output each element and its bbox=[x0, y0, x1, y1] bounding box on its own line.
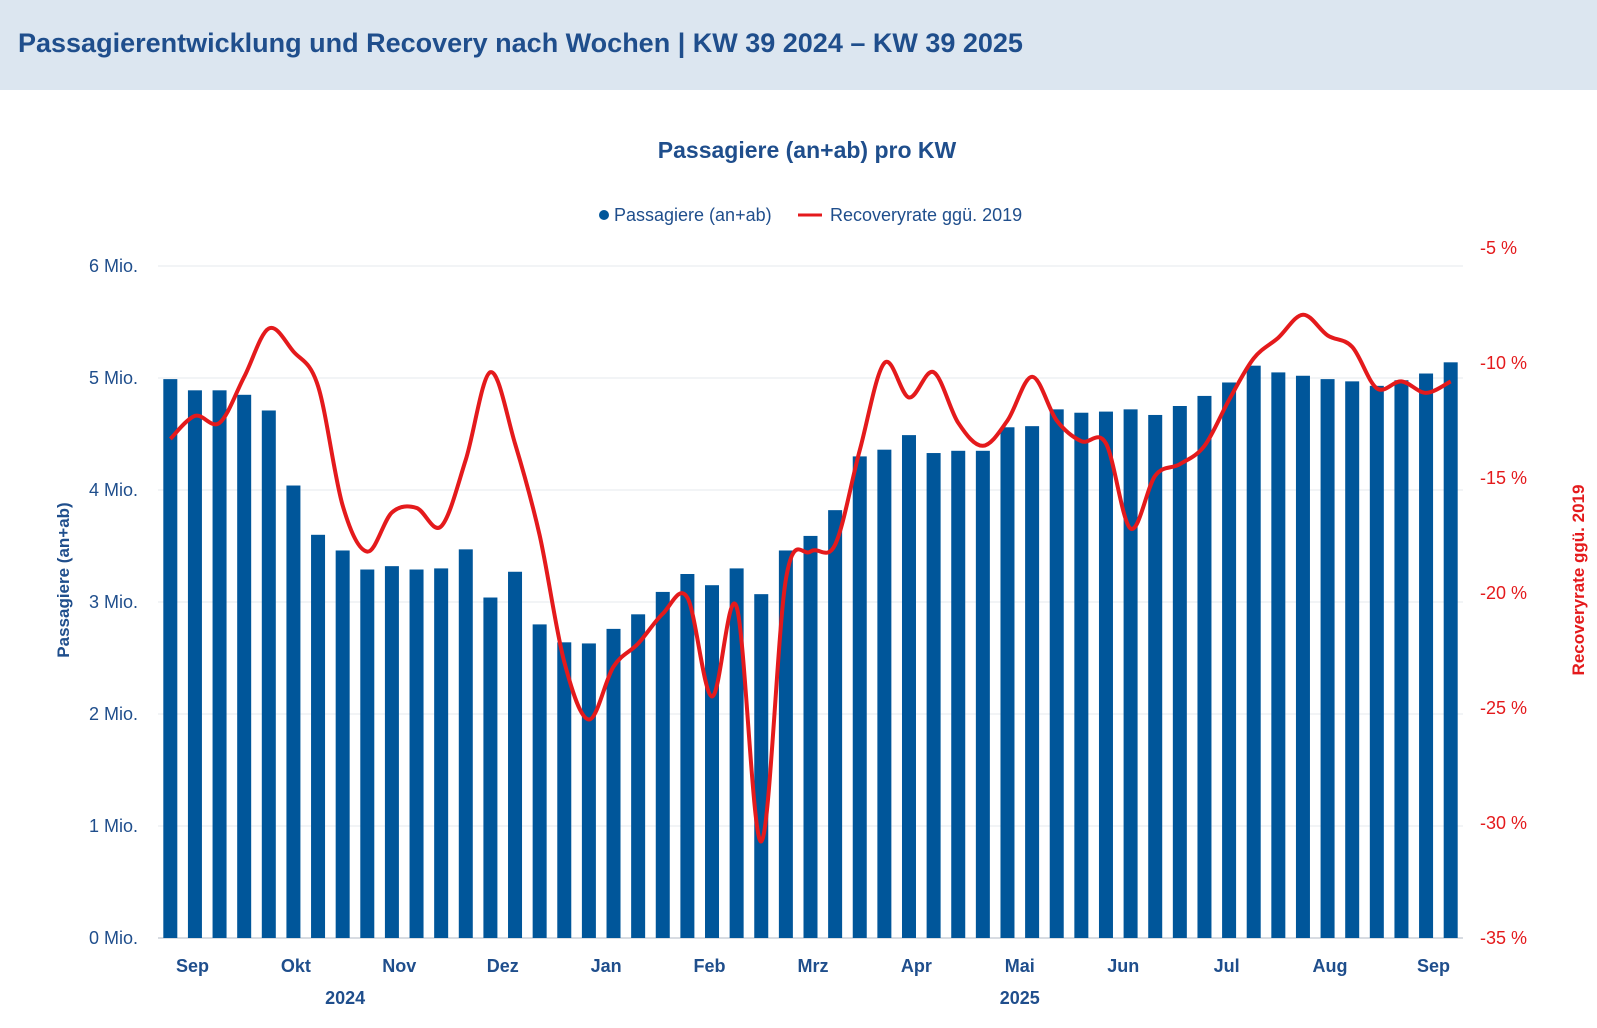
y2-tick-label: -30 % bbox=[1480, 813, 1527, 833]
bar bbox=[729, 568, 744, 938]
x-month-label: Jul bbox=[1214, 956, 1240, 976]
x-month-label: Jun bbox=[1107, 956, 1139, 976]
legend-bar-label: Passagiere (an+ab) bbox=[614, 205, 772, 225]
x-month-label: Dez bbox=[487, 956, 519, 976]
y2-tick-label: -20 % bbox=[1480, 583, 1527, 603]
bar bbox=[434, 568, 449, 938]
bar bbox=[1148, 414, 1163, 939]
x-month-label: Mai bbox=[1005, 956, 1035, 976]
bar bbox=[1197, 395, 1212, 938]
bar bbox=[261, 410, 276, 939]
bar bbox=[286, 485, 301, 938]
bar bbox=[384, 566, 399, 938]
bar-series bbox=[163, 362, 1458, 939]
y2-tick-label: -35 % bbox=[1480, 928, 1527, 948]
y2-tick-label: -25 % bbox=[1480, 698, 1527, 718]
y-tick-label: 3 Mio. bbox=[89, 592, 138, 612]
x-year-label: 2024 bbox=[325, 988, 365, 1008]
bar bbox=[360, 569, 375, 938]
recovery-line bbox=[168, 312, 1452, 844]
bar bbox=[951, 450, 966, 938]
bar bbox=[852, 456, 867, 938]
y2-tick-label: -15 % bbox=[1480, 468, 1527, 488]
y-tick-label: 1 Mio. bbox=[89, 816, 138, 836]
bar bbox=[1172, 406, 1187, 938]
bar bbox=[1394, 380, 1409, 938]
bar bbox=[778, 550, 793, 938]
bar bbox=[1295, 375, 1310, 938]
chart-title: Passagiere (an+ab) pro KW bbox=[658, 137, 957, 163]
bar bbox=[975, 450, 990, 938]
x-month-label: Mrz bbox=[797, 956, 828, 976]
bar bbox=[237, 394, 252, 938]
line-series bbox=[168, 312, 1452, 844]
bar bbox=[409, 569, 424, 938]
bar bbox=[1098, 411, 1113, 939]
legend-line-label: Recoveryrate ggü. 2019 bbox=[830, 205, 1022, 225]
bar bbox=[508, 571, 523, 938]
header-banner: Passagierentwicklung und Recovery nach W… bbox=[0, 0, 1597, 90]
y2-axis-title: Recoveryrate ggü. 2019 bbox=[1569, 485, 1588, 676]
legend-bar-marker bbox=[599, 210, 609, 220]
x-year-label: 2025 bbox=[1000, 988, 1040, 1008]
bar bbox=[1369, 385, 1384, 939]
bar bbox=[1025, 426, 1040, 938]
bar bbox=[311, 534, 326, 938]
x-month-label: Sep bbox=[1417, 956, 1450, 976]
x-month-label: Okt bbox=[281, 956, 311, 976]
bar bbox=[631, 614, 646, 938]
bar bbox=[1222, 382, 1237, 939]
bar bbox=[163, 379, 178, 938]
bar bbox=[803, 535, 818, 938]
bar bbox=[458, 549, 473, 938]
bar bbox=[754, 594, 769, 938]
y2-tick-label: -10 % bbox=[1480, 353, 1527, 373]
x-month-label: Feb bbox=[694, 956, 726, 976]
y-tick-label: 6 Mio. bbox=[89, 256, 138, 276]
bar bbox=[1000, 427, 1015, 938]
x-month-label: Sep bbox=[176, 956, 209, 976]
y2-tick-label: -5 % bbox=[1480, 238, 1517, 258]
x-month-label: Jan bbox=[591, 956, 622, 976]
bar bbox=[926, 453, 941, 938]
bar bbox=[606, 628, 621, 938]
bar bbox=[1443, 362, 1458, 938]
bar bbox=[1246, 365, 1261, 938]
bar bbox=[483, 597, 498, 938]
passenger-recovery-chart: 0 Mio. 1 Mio. 2 Mio. 3 Mio. 4 Mio. 5 Mio. 6 Mi… bbox=[54, 137, 1588, 1008]
bar bbox=[877, 449, 892, 938]
bar bbox=[557, 642, 572, 938]
bar bbox=[1123, 409, 1138, 938]
y-axis-title: Passagiere (an+ab) bbox=[54, 502, 73, 657]
x-month-label: Aug bbox=[1313, 956, 1348, 976]
bar bbox=[1345, 381, 1360, 938]
y-tick-label: 4 Mio. bbox=[89, 480, 138, 500]
x-month-label: Nov bbox=[382, 956, 416, 976]
bar bbox=[828, 510, 843, 938]
bar bbox=[1419, 373, 1434, 938]
legend: Passagiere (an+ab) Recoveryrate ggü. 201… bbox=[599, 205, 1022, 225]
bar bbox=[532, 624, 547, 938]
bar bbox=[705, 585, 720, 938]
bar bbox=[1074, 412, 1089, 939]
bar bbox=[1320, 379, 1335, 938]
axes: 0 Mio. 1 Mio. 2 Mio. 3 Mio. 4 Mio. 5 Mio. 6 Mi… bbox=[89, 238, 1527, 1008]
y-tick-label: 2 Mio. bbox=[89, 704, 138, 724]
bar bbox=[187, 390, 202, 938]
page-title: Passagierentwicklung und Recovery nach W… bbox=[18, 28, 1023, 58]
y-tick-label: 5 Mio. bbox=[89, 368, 138, 388]
bar bbox=[655, 591, 670, 938]
bar bbox=[212, 390, 227, 938]
x-month-label: Apr bbox=[901, 956, 932, 976]
y-tick-label: 0 Mio. bbox=[89, 928, 138, 948]
bar bbox=[1271, 372, 1286, 938]
bar bbox=[335, 550, 350, 938]
bar bbox=[680, 574, 695, 938]
bar bbox=[581, 643, 596, 938]
bar bbox=[901, 435, 916, 938]
bar bbox=[1049, 409, 1064, 938]
